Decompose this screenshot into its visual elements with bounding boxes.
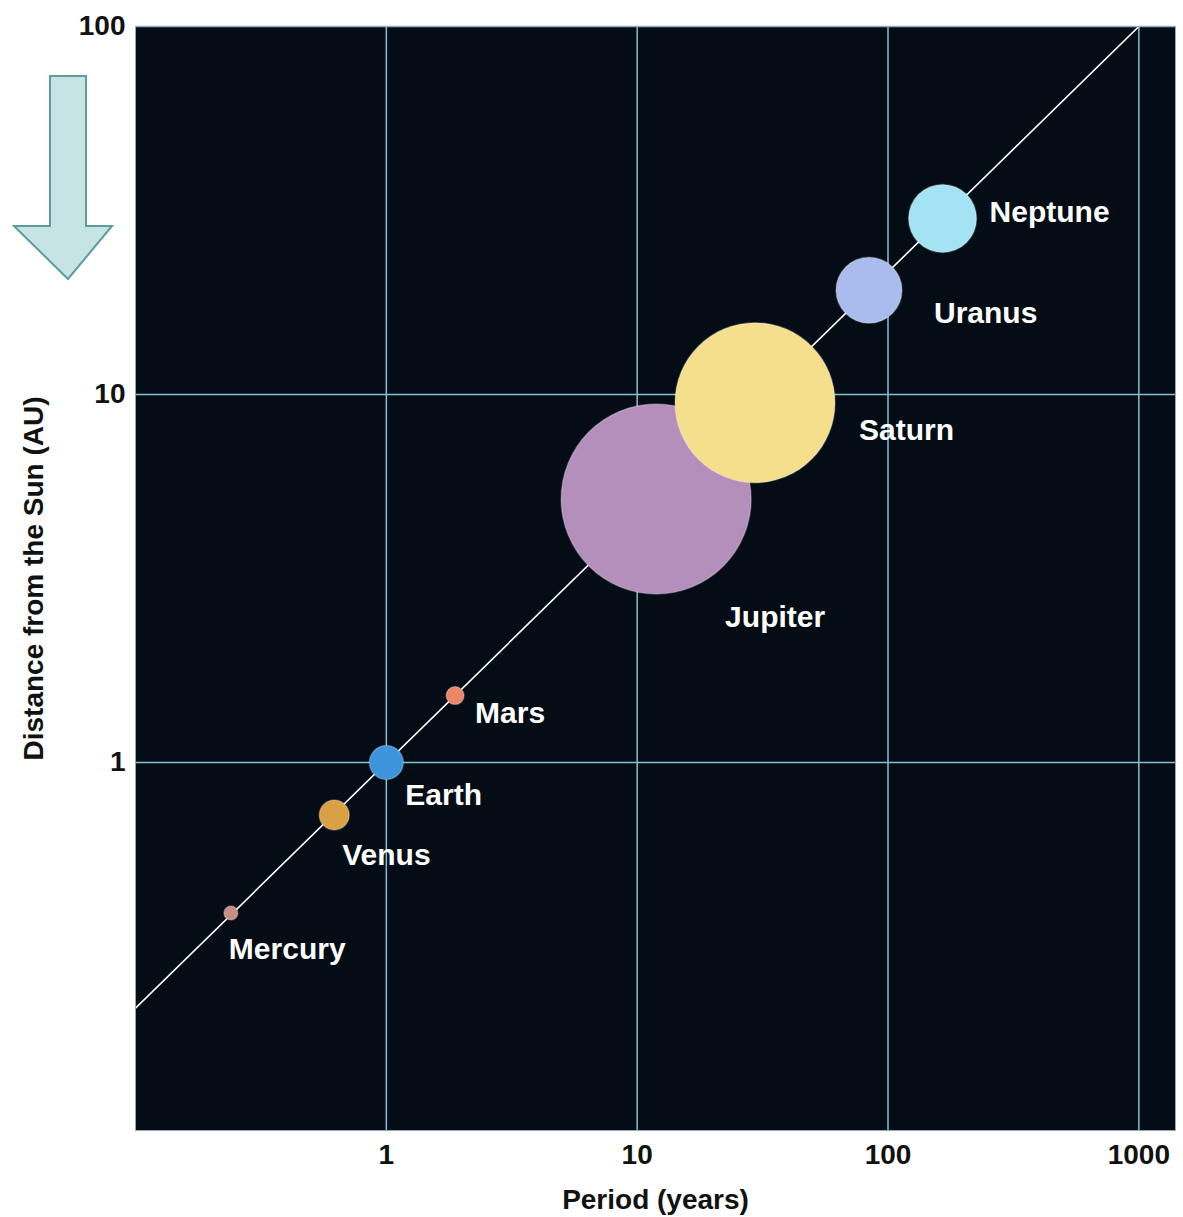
svg-text:Period (years): Period (years) xyxy=(562,1184,749,1215)
svg-text:100: 100 xyxy=(79,10,126,41)
svg-text:Mercury: Mercury xyxy=(229,932,346,965)
svg-text:1: 1 xyxy=(110,746,126,777)
svg-text:1000: 1000 xyxy=(1108,1139,1170,1170)
svg-text:100: 100 xyxy=(865,1139,912,1170)
svg-text:Uranus: Uranus xyxy=(934,296,1037,329)
svg-text:Earth: Earth xyxy=(405,778,482,811)
svg-text:Venus: Venus xyxy=(342,838,430,871)
svg-text:1: 1 xyxy=(379,1139,395,1170)
svg-text:10: 10 xyxy=(622,1139,653,1170)
svg-text:10: 10 xyxy=(94,378,125,409)
svg-text:Saturn: Saturn xyxy=(859,413,954,446)
svg-text:Distance from the Sun (AU): Distance from the Sun (AU) xyxy=(18,396,49,760)
svg-text:Neptune: Neptune xyxy=(990,195,1110,228)
svg-text:Jupiter: Jupiter xyxy=(725,600,825,633)
svg-text:Mars: Mars xyxy=(475,696,545,729)
